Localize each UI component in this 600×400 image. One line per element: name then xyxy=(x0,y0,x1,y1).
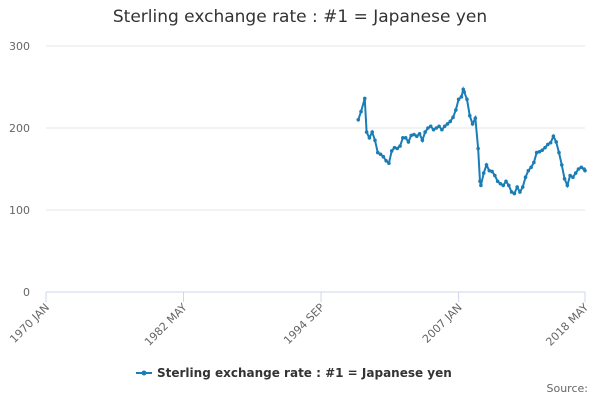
point xyxy=(520,185,525,189)
point xyxy=(515,185,519,189)
point xyxy=(501,183,506,188)
legend-marker xyxy=(141,370,147,376)
point xyxy=(448,119,453,124)
point xyxy=(543,145,547,150)
point xyxy=(504,179,508,184)
point xyxy=(459,95,464,99)
point xyxy=(534,150,539,155)
point xyxy=(470,122,475,126)
point xyxy=(445,122,450,126)
point xyxy=(381,154,386,159)
point xyxy=(540,148,545,152)
point xyxy=(362,96,367,101)
point xyxy=(431,127,436,132)
point xyxy=(526,168,531,173)
point xyxy=(414,134,419,138)
point xyxy=(434,126,439,130)
x-tick-label: 1970 JAN xyxy=(7,301,52,346)
x-tick-label: 2007 JAN xyxy=(420,301,465,346)
point xyxy=(356,118,361,122)
point xyxy=(532,160,536,165)
point xyxy=(562,177,567,181)
point xyxy=(389,149,394,153)
x-tick-label: 2018 MAY xyxy=(543,301,591,349)
point xyxy=(551,134,556,138)
point xyxy=(476,146,480,151)
point xyxy=(554,140,558,144)
point xyxy=(456,97,461,102)
point xyxy=(506,183,511,188)
point xyxy=(576,167,581,171)
y-tick-label: 100 xyxy=(9,204,30,217)
point xyxy=(573,171,578,175)
point xyxy=(478,179,482,184)
point xyxy=(420,138,425,143)
point xyxy=(559,163,564,167)
point xyxy=(529,165,533,170)
point xyxy=(378,152,383,157)
y-tick-label: 300 xyxy=(9,40,30,53)
point xyxy=(401,136,405,140)
point xyxy=(487,168,492,173)
point xyxy=(373,138,377,143)
point xyxy=(498,181,503,186)
point xyxy=(548,140,553,145)
point xyxy=(495,179,500,184)
point xyxy=(583,168,587,173)
point xyxy=(417,131,422,136)
point xyxy=(367,136,372,140)
point xyxy=(437,124,441,129)
source: Source: xyxy=(547,382,589,395)
point xyxy=(364,130,369,134)
point xyxy=(384,159,388,163)
point xyxy=(406,140,411,144)
point xyxy=(395,146,400,151)
point xyxy=(537,149,542,154)
point xyxy=(512,191,517,196)
point xyxy=(568,173,572,178)
legend-label: Sterling exchange rate : #1 = Japanese y… xyxy=(157,366,452,380)
point xyxy=(490,169,494,174)
point xyxy=(523,175,528,179)
point xyxy=(571,175,575,179)
point xyxy=(409,133,414,138)
point xyxy=(518,190,522,194)
point xyxy=(473,116,478,120)
point xyxy=(479,183,483,188)
point xyxy=(370,130,374,134)
point xyxy=(442,124,447,129)
point xyxy=(557,150,561,155)
point xyxy=(509,190,514,194)
point xyxy=(412,132,416,137)
point xyxy=(387,161,391,166)
point xyxy=(423,130,427,134)
point xyxy=(467,113,472,118)
y-tick-label: 0 xyxy=(23,286,30,299)
point xyxy=(579,165,584,170)
point xyxy=(546,142,550,147)
point xyxy=(481,171,486,175)
point xyxy=(565,183,570,188)
point xyxy=(403,136,408,140)
point xyxy=(465,97,469,102)
point xyxy=(454,108,458,112)
point xyxy=(375,150,380,155)
point xyxy=(398,144,402,148)
point xyxy=(462,90,466,94)
point xyxy=(493,173,497,178)
y-tick-label: 200 xyxy=(9,122,30,135)
point xyxy=(484,163,489,167)
point xyxy=(392,145,397,150)
x-tick-label: 1982 MAY xyxy=(142,301,190,349)
point xyxy=(440,127,444,132)
point xyxy=(426,126,430,130)
x-tick-label: 1994 SEP xyxy=(281,301,327,347)
point xyxy=(428,124,433,129)
point xyxy=(359,109,363,114)
point xyxy=(451,115,455,120)
chart-title: Sterling exchange rate : #1 = Japanese y… xyxy=(113,7,487,27)
